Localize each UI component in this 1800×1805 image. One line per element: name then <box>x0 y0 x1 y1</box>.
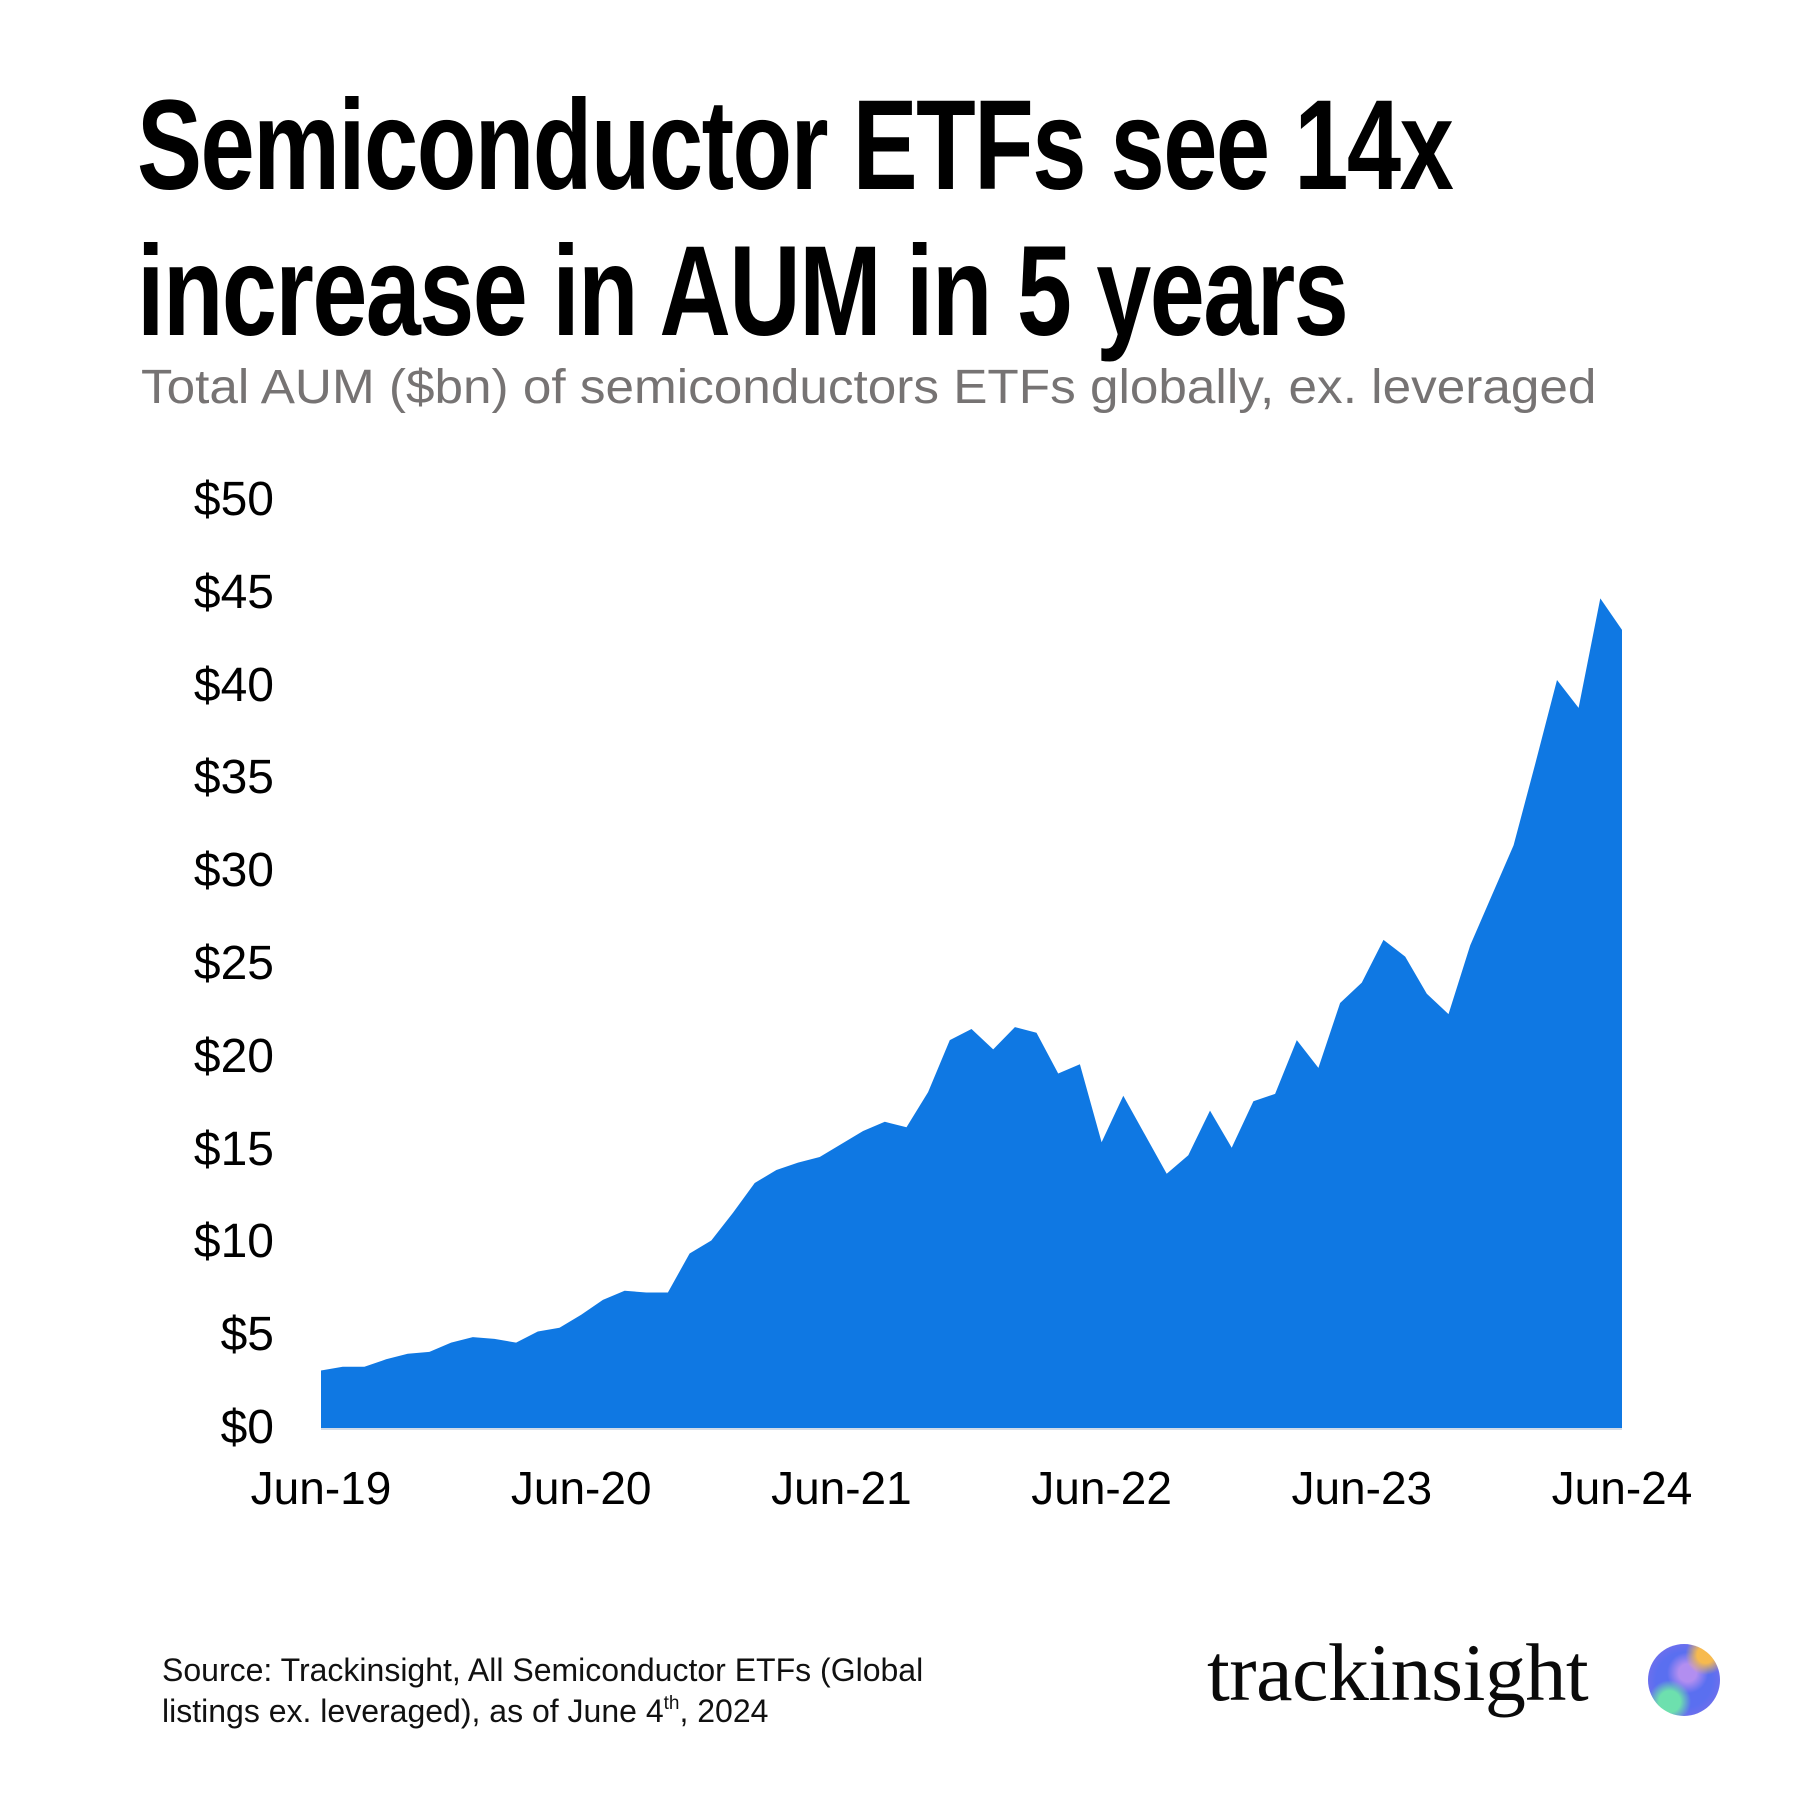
y-tick-label: $45 <box>193 565 274 619</box>
x-tick-label: Jun-22 <box>1031 1462 1172 1514</box>
x-tick-label: Jun-20 <box>510 1462 652 1514</box>
chart-title-line-1: Semiconductor ETFs see 14x <box>137 74 1454 217</box>
y-tick-label: $20 <box>193 1029 274 1083</box>
y-tick-label: $15 <box>193 1122 274 1176</box>
y-tick-label: $10 <box>193 1215 274 1269</box>
x-tick-label: Jun-24 <box>1551 1462 1693 1514</box>
source-line-2: listings ex. leveraged), as of June 4th,… <box>162 1691 1062 1732</box>
x-tick-label: Jun-19 <box>250 1462 392 1514</box>
x-tick-label: Jun-21 <box>771 1462 912 1514</box>
y-tick-label: $30 <box>193 844 274 898</box>
chart-subtitle: Total AUM ($bn) of semiconductors ETFs g… <box>141 361 1597 414</box>
y-tick-label: $50 <box>193 473 274 526</box>
x-tick-label: Jun-23 <box>1291 1462 1433 1514</box>
aum-area-series <box>321 598 1622 1428</box>
y-tick-label: $5 <box>220 1308 274 1362</box>
source-line-1: Source: Trackinsight, All Semiconductor … <box>162 1652 924 1688</box>
y-tick-label: $35 <box>193 751 274 805</box>
y-tick-label: $25 <box>193 937 274 990</box>
source-date-text: listings ex. leveraged), as of June 4 <box>162 1693 664 1729</box>
y-tick-label: $0 <box>220 1401 274 1454</box>
y-tick-label: $40 <box>193 658 274 712</box>
gradient-orb-logo-icon <box>1648 1644 1720 1716</box>
brand-logo-text: trackinsight <box>1207 1627 1589 1718</box>
source-note: Source: Trackinsight, All Semiconductor … <box>162 1650 1062 1732</box>
source-year-text: , 2024 <box>679 1693 769 1729</box>
ordinal-suffix: th <box>663 1693 680 1714</box>
x-axis-line <box>321 1428 1622 1430</box>
chart-title-line-2: increase in AUM in 5 years <box>137 220 1349 363</box>
